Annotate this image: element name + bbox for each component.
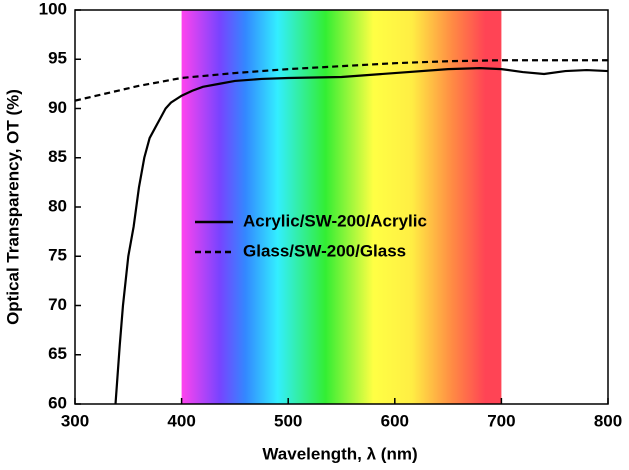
y-tick-label: 75 <box>48 246 67 265</box>
x-tick-label: 500 <box>274 411 302 430</box>
y-tick-label: 60 <box>48 393 67 412</box>
series-line <box>114 67 608 404</box>
y-tick-label: 80 <box>48 196 67 215</box>
x-tick-label: 700 <box>487 411 515 430</box>
legend-label: Acrylic/SW-200/Acrylic <box>243 211 427 230</box>
x-axis-label: Wavelength, λ (nm) <box>262 444 417 463</box>
y-tick-label: 100 <box>39 0 67 18</box>
y-axis-label: Optical Transparency, OT (%) <box>3 89 22 325</box>
x-tick-label: 800 <box>594 411 622 430</box>
spectrum-band <box>181 10 502 404</box>
series-line <box>75 59 608 102</box>
y-tick-label: 85 <box>48 147 67 166</box>
x-tick-label: 400 <box>167 411 195 430</box>
legend-label: Glass/SW-200/Glass <box>243 241 406 260</box>
plot-frame <box>74 9 609 405</box>
y-tick-label: 70 <box>48 295 67 314</box>
y-tick-label: 95 <box>48 49 67 68</box>
y-tick-label: 65 <box>48 344 67 363</box>
x-tick-label: 300 <box>61 411 89 430</box>
y-tick-label: 90 <box>48 98 67 117</box>
x-tick-label: 600 <box>381 411 409 430</box>
